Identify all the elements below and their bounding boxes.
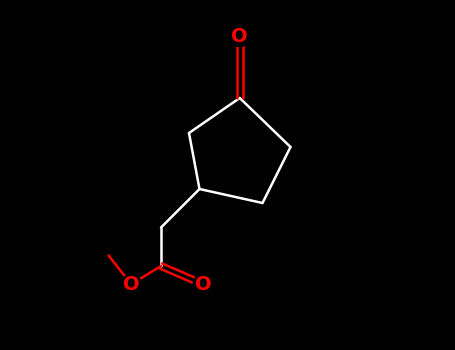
Circle shape	[121, 274, 141, 294]
Text: O: O	[195, 275, 211, 294]
Circle shape	[193, 274, 213, 294]
Text: O: O	[123, 275, 140, 294]
Text: O: O	[232, 27, 248, 46]
Circle shape	[230, 27, 249, 47]
